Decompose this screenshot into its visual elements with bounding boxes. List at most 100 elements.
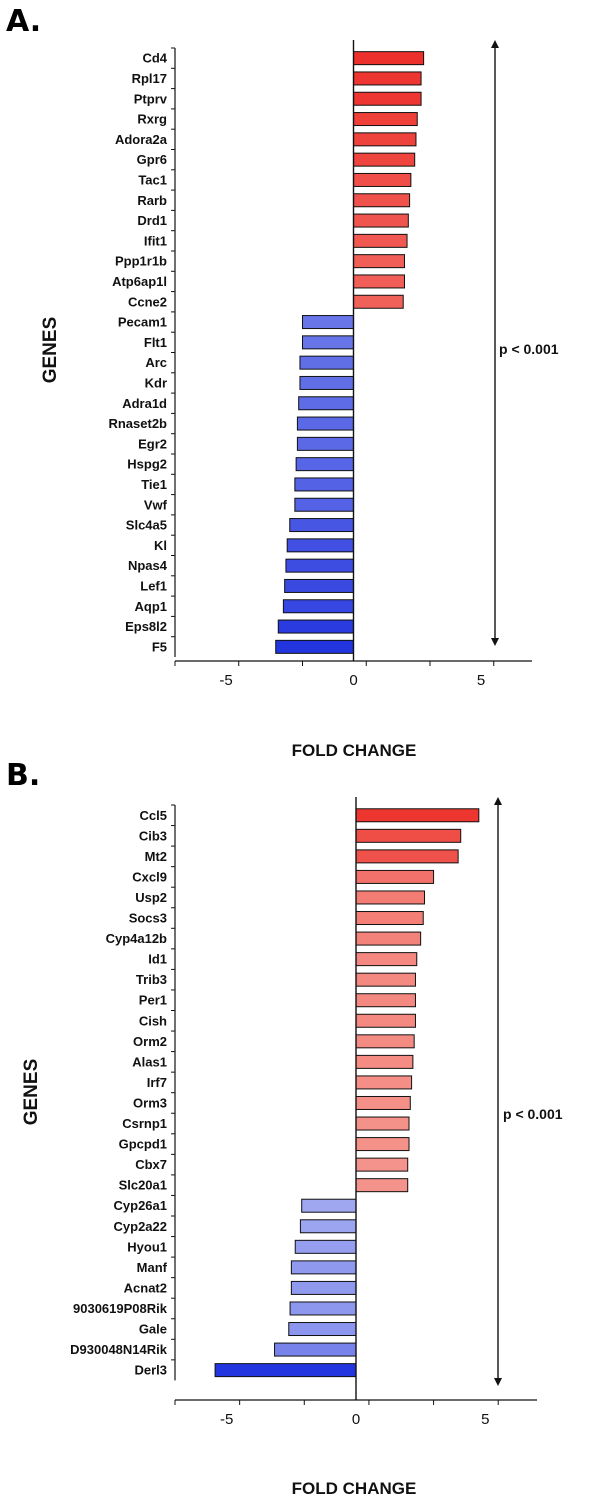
gene-label: Trib3 (136, 972, 167, 987)
bar-ptprv (353, 91, 422, 106)
bar-manf (290, 1260, 357, 1275)
bar-aqp1 (282, 599, 354, 614)
bar-derl3 (214, 1363, 357, 1378)
gene-label: Tie1 (141, 477, 167, 492)
significance-annotation: p < 0.001 (503, 1106, 563, 1122)
bar-series (275, 51, 425, 654)
gene-label: Cib3 (139, 828, 167, 843)
bar-rxrg (353, 112, 418, 127)
gene-label: Socs3 (129, 911, 167, 926)
gene-label: Arc (145, 355, 167, 370)
bar-ccl5 (355, 808, 480, 823)
arrow-head-down (491, 638, 499, 646)
bar-usp2 (355, 890, 426, 905)
x-tick-label: -5 (219, 672, 232, 689)
bar-slc4a5 (289, 518, 354, 533)
bar-kl (286, 538, 355, 553)
gene-label: Cyp4a12b (106, 931, 167, 946)
gene-label: Cyp2a22 (114, 1219, 167, 1234)
bar-adra1d (298, 396, 354, 411)
gene-label: Ifit1 (144, 233, 167, 248)
gene-label: Npas4 (128, 558, 168, 573)
bar-ifit1 (353, 233, 408, 248)
x-tick-label: 0 (349, 672, 357, 689)
x-tick-label: 5 (477, 672, 485, 689)
bar-9030619p08rik (289, 1301, 357, 1316)
panel-b: B. GENES FOLD CHANGE p < 0.001 Ccl5 Cib3 M… (6, 758, 563, 1498)
gene-label: F5 (152, 639, 167, 654)
bar-mt2 (355, 849, 459, 864)
bar-pecam1 (302, 315, 354, 330)
gene-label: Rxrg (137, 112, 167, 127)
gene-label: 9030619P08Rik (73, 1301, 168, 1316)
bar-cd4 (353, 51, 425, 66)
gene-labels: Ccl5 Cib3 Mt2 Cxcl9 Usp2 Socs3 Cyp4a12b Id1 Trib… (70, 808, 168, 1378)
gene-label: D930048N14Rik (70, 1342, 168, 1357)
gene-label: Rpl17 (132, 71, 167, 86)
bar-f5 (275, 639, 355, 654)
gene-label: Cbx7 (135, 1157, 167, 1172)
arrow-head-down (494, 1378, 502, 1386)
axes: -5 0 5 (171, 797, 537, 1428)
gene-label: Derl3 (134, 1363, 167, 1378)
gene-label: Egr2 (138, 436, 167, 451)
gene-label: Ppp1r1b (115, 254, 167, 269)
gene-label: Pecam1 (118, 315, 167, 330)
gene-label: Ccl5 (140, 808, 167, 823)
gene-label: Alas1 (132, 1054, 167, 1069)
gene-label: Adra1d (122, 396, 167, 411)
bar-flt1 (302, 335, 354, 350)
gene-label: Slc20a1 (119, 1178, 167, 1193)
arrow-head-up (494, 797, 502, 805)
gene-label: Eps8l2 (125, 619, 167, 634)
bar-gale (288, 1322, 357, 1337)
bar-gpcpd1 (355, 1137, 410, 1152)
gene-label: Usp2 (135, 890, 167, 905)
gene-label: Cxcl9 (132, 869, 167, 884)
bar-irf7 (355, 1075, 413, 1090)
axes: -5 0 5 (171, 40, 532, 689)
bar-cxcl9 (355, 869, 435, 884)
y-axis-label: GENES (40, 317, 61, 384)
x-tick-label: -5 (220, 1411, 233, 1428)
bar-id1 (355, 952, 418, 967)
gene-label: Mt2 (145, 849, 167, 864)
gene-label: Lef1 (140, 578, 167, 593)
bar-arc (299, 355, 355, 370)
bar-gpr6 (353, 152, 416, 167)
bar-csrnp1 (355, 1116, 410, 1131)
bar-ccne2 (353, 294, 404, 309)
gene-label: Cd4 (142, 51, 167, 66)
bar-trib3 (355, 972, 416, 987)
bar-tie1 (294, 477, 355, 492)
gene-label: Cish (139, 1013, 167, 1028)
bar-rarb (353, 193, 411, 208)
bar-vwf (294, 497, 355, 512)
bar-tac1 (353, 172, 412, 187)
bar-drd1 (353, 213, 409, 228)
bar-npas4 (285, 558, 354, 573)
bar-cyp4a12b (355, 931, 422, 946)
panel-a: A. GENES FOLD CHANGE p < 0.001 Cd4 Rpl17 P… (6, 4, 559, 760)
bar-atp6ap1l (353, 274, 405, 289)
gene-label: Kdr (145, 375, 167, 390)
gene-label: Id1 (148, 952, 167, 967)
gene-label: Manf (137, 1260, 168, 1275)
gene-label: Csrnp1 (122, 1116, 167, 1131)
bar-socs3 (355, 911, 424, 926)
bar-kdr (299, 375, 355, 390)
bar-eps8l2 (277, 619, 354, 634)
bar-series (214, 808, 480, 1378)
gene-label: Cyp26a1 (114, 1198, 167, 1213)
gene-label: Gpr6 (137, 152, 167, 167)
x-axis-label: FOLD CHANGE (292, 1479, 417, 1498)
bar-cyp2a22 (299, 1219, 357, 1234)
bar-ppp1r1b (353, 254, 405, 269)
gene-label: Orm3 (133, 1095, 167, 1110)
gene-label: Per1 (139, 993, 167, 1008)
gene-label: Drd1 (137, 213, 167, 228)
gene-label: Ccne2 (128, 294, 167, 309)
gene-label: Aqp1 (135, 599, 168, 614)
bar-egr2 (296, 436, 354, 451)
